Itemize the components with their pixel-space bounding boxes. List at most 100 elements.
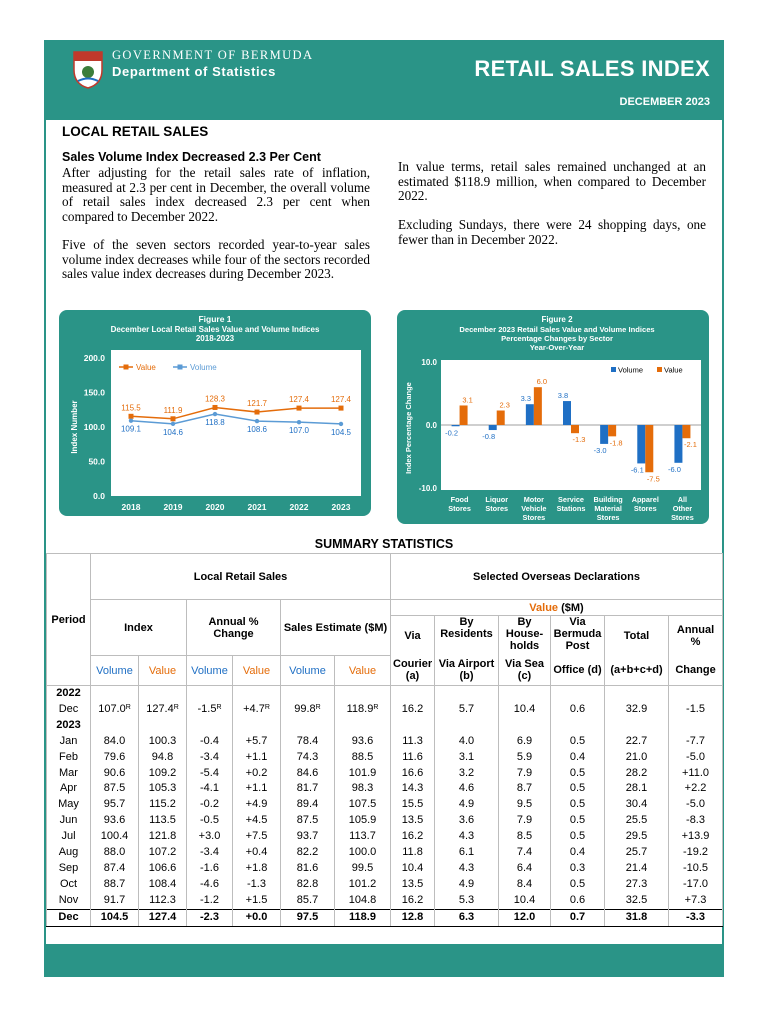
table-cell (232, 717, 281, 734)
x-tick-label: 2020 (206, 502, 225, 512)
department-name: Department of Statistics (112, 64, 276, 79)
table-cell: +0.4 (232, 845, 281, 861)
table-cell: 27.3 (604, 876, 670, 893)
table-cell: 118.9R (333, 701, 392, 718)
table-cell: -3.4 (186, 845, 233, 861)
table-cell: 113.7 (333, 829, 392, 846)
x-tick-label: Apparel (632, 495, 659, 504)
bar (451, 425, 460, 427)
table-cell: -1.3 (232, 876, 281, 893)
table-cell: 84.6 (280, 765, 335, 782)
table-cell: 28.2 (604, 765, 670, 782)
table-row: Dec 107.0R 127.4R -1.5R +4.7R 99.8R 118.9R 16.2… (46, 701, 724, 718)
table-cell: 81.7 (280, 781, 335, 798)
table-row: Nov 91.7 112.3 -1.2 +1.5 85.7 104.8 16.2 5.3 10.4… (46, 892, 724, 910)
table-cell: 100.4 (90, 829, 139, 846)
data-point (212, 411, 218, 417)
x-tick-label: Stores (485, 504, 508, 513)
table-cell (280, 685, 335, 702)
table-cell: 82.8 (280, 876, 335, 893)
table-cell: 15.5 (390, 797, 436, 814)
table-cell: 87.5 (90, 781, 139, 798)
households-header: By House- holds (498, 615, 552, 656)
chart-subtitle: December 2023 Retail Sales Value and Vol… (459, 325, 654, 334)
x-tick-label: 2019 (164, 502, 183, 512)
data-label: 107.0 (289, 426, 310, 435)
table-cell: -19.2 (668, 845, 724, 861)
revised-mark: R (125, 703, 131, 711)
via-airport-header: Via Airport (b) (434, 655, 500, 686)
table-cell: 9.5 (498, 797, 552, 814)
x-tick-label: Stores (522, 513, 545, 522)
table-cell: 14.3 (390, 781, 436, 798)
table-cell (138, 717, 187, 734)
table-row: Sep 87.4 106.6 -1.6 +1.8 81.6 99.5 10.4 4.3 6.4 0.… (46, 860, 724, 877)
table-cell: -3.4 (186, 749, 233, 766)
table-cell: -5.0 (668, 749, 724, 766)
table-cell: 11.8 (390, 845, 436, 861)
data-point (212, 404, 218, 410)
change-header: Change (668, 655, 724, 686)
table-cell: 7.4 (498, 845, 552, 861)
table-cell: 6.3 (434, 908, 500, 927)
table-cell: 0.5 (550, 876, 606, 893)
table-cell: 16.2 (390, 829, 436, 846)
legend-swatch (657, 367, 662, 372)
x-tick-label: Stores (671, 513, 694, 522)
y-tick-label: 10.0 (421, 358, 437, 367)
chart-subtitle: Percentage Changes by Sector (501, 334, 613, 343)
table-row: Oct 88.7 108.4 -4.6 -1.3 82.8 101.2 13.5 4.9 8.4 0… (46, 876, 724, 893)
paragraph-1: After adjusting for the retail sales rat… (62, 165, 370, 224)
table-cell: 0.5 (550, 797, 606, 814)
table-cell: 4.3 (434, 829, 500, 846)
table-cell: +2.2 (668, 781, 724, 798)
table-row: Jun 93.6 113.5 -0.5 +4.5 87.5 105.9 13.5 3.6 7.9 0… (46, 813, 724, 830)
table-cell: 90.6 (90, 765, 139, 782)
bar (674, 425, 683, 463)
table-cell: -1.6 (186, 860, 233, 877)
period-header: Period (46, 553, 91, 686)
table-cell: -8.3 (668, 813, 724, 830)
x-tick-label: Material (594, 504, 622, 513)
data-label: 3.1 (462, 395, 472, 404)
table-cell: 0.5 (550, 781, 606, 798)
data-label: 111.9 (164, 406, 183, 415)
table-cell: -4.1 (186, 781, 233, 798)
overseas-header: Selected Overseas Declarations (390, 553, 724, 600)
annual-header: Annual% (668, 615, 724, 656)
series-line (130, 406, 341, 420)
table-cell: 107.0R (90, 701, 139, 718)
data-label: -2.1 (684, 440, 697, 449)
data-point (338, 405, 344, 411)
change-volume-header: Volume (186, 655, 233, 686)
period-cell: Dec (46, 701, 91, 718)
table-cell: 21.0 (604, 749, 670, 766)
change-value-header: Value (232, 655, 281, 686)
table-cell: 4.9 (434, 797, 500, 814)
table-cell: 25.5 (604, 813, 670, 830)
table-cell: 95.7 (90, 797, 139, 814)
table-cell: 107.5 (333, 797, 392, 814)
table-cell: 8.4 (498, 876, 552, 893)
table-cell: 13.5 (390, 813, 436, 830)
period-cell: Nov (46, 892, 91, 910)
data-label: 104.6 (163, 428, 184, 437)
table-cell: 10.4 (498, 701, 552, 718)
bar (525, 404, 534, 425)
table-cell: 89.4 (280, 797, 335, 814)
period-cell: Jan (46, 733, 91, 750)
table-cell: 16.6 (390, 765, 436, 782)
y-tick-label: -10.0 (419, 484, 438, 493)
table-cell: 118.9 (333, 908, 392, 927)
table-cell: -0.2 (186, 797, 233, 814)
table-cell (668, 685, 724, 702)
sales-estimate-header: Sales Estimate ($M) (279, 599, 392, 656)
table-row: Jul 100.4 121.8 +3.0 +7.5 93.7 113.7 16.2 4.3 8.5… (46, 829, 724, 846)
table-cell: 0.7 (550, 908, 606, 927)
report-page: GOVERNMENT OF BERMUDA Department of Stat… (44, 40, 724, 977)
table-cell: +1.8 (232, 860, 281, 877)
period-cell: Feb (46, 749, 91, 766)
y-axis-label: Index Number (70, 400, 79, 453)
bar (459, 405, 468, 425)
